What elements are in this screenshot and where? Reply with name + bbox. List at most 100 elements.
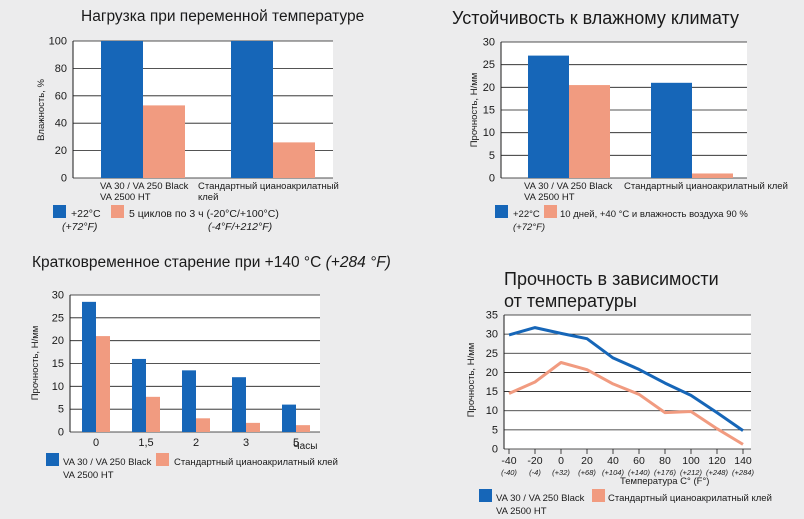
- y-tick-label: 0: [489, 173, 495, 185]
- bar-salmon: [692, 173, 733, 178]
- chart-thermal: Нагрузка при переменной температуре 0 20 4…: [0, 0, 400, 250]
- chart-title: Кратковременное старение при +140 °C (+2…: [32, 254, 391, 272]
- legend-swatch-blue: [53, 205, 66, 218]
- x-tick-label: 80: [659, 455, 671, 467]
- legend-label: 10 дней, +40 °C и влажность воздуха 90 %: [560, 209, 748, 220]
- y-tick-label: 25: [52, 312, 64, 324]
- y-tick-label: 30: [486, 329, 498, 341]
- y-tick-label: 100: [49, 36, 67, 48]
- y-tick-label: 25: [486, 348, 498, 360]
- x-tick-sublabel: (+176): [654, 468, 676, 477]
- x-tick-label: 140: [734, 455, 752, 467]
- y-axis-label: Влажность, %: [36, 79, 47, 141]
- series-line-salmon: [508, 361, 744, 446]
- y-tick-label: 0: [61, 173, 67, 185]
- bar-blue: [282, 404, 296, 432]
- x-tick-label: Стандартный цианоакрилатный: [198, 181, 339, 192]
- x-tick-label: 5: [293, 437, 299, 449]
- y-axis-label: Прочность, Н/мм: [466, 343, 477, 418]
- y-tick-label: 10: [486, 405, 498, 417]
- y-tick-label: 15: [52, 358, 64, 370]
- bar-salmon: [296, 425, 310, 432]
- x-tick-label: -20: [527, 455, 542, 467]
- legend-swatch-salmon: [592, 489, 605, 502]
- bar-blue: [132, 358, 146, 432]
- x-tick-label: 60: [633, 455, 645, 467]
- legend-swatch-blue: [495, 205, 508, 218]
- x-tick-sublabel: (-40): [501, 468, 517, 477]
- y-tick-label: 30: [52, 290, 64, 302]
- x-tick-label: 0: [93, 437, 99, 449]
- x-tick-sublabel: (-4): [529, 468, 541, 477]
- x-tick-label: 40: [607, 455, 619, 467]
- chart-humidity: Устойчивость к влажному климату 0 5 10 15 20…: [402, 0, 804, 250]
- y-tick-label: 15: [486, 386, 498, 398]
- y-tick-label: 20: [55, 145, 67, 157]
- chart-title: Нагрузка при переменной температуре: [81, 8, 365, 25]
- y-tick-label: 25: [483, 59, 495, 71]
- bar-salmon: [146, 396, 160, 432]
- legend-swatch-blue: [46, 453, 59, 466]
- chart-temperature-svg: 05101520253035-40(-40)-20(-4)0(+32)20(+6…: [466, 310, 772, 518]
- y-tick-label: 60: [55, 90, 67, 102]
- x-tick-sublabel: (+212): [680, 468, 702, 477]
- x-tick-label: Стандартный цианоакрилатный клей: [624, 181, 788, 192]
- bar-blue: [231, 41, 273, 178]
- x-tick-label: 3: [243, 437, 249, 449]
- y-tick-label: 5: [489, 150, 495, 162]
- y-tick-label: 35: [486, 310, 498, 322]
- bar-blue: [528, 55, 569, 178]
- bar-blue: [651, 82, 692, 178]
- legend-sublabel: VA 2500 HT: [496, 506, 547, 517]
- chart-temperature: Прочность в зависимости от температуры 0…: [402, 250, 804, 519]
- chart-title-alt: (+284 °F): [325, 254, 391, 271]
- y-tick-label: 40: [55, 118, 67, 130]
- legend-sublabel: (+72°F): [513, 222, 545, 233]
- x-tick-label: VA 30 / VA 250 Black: [524, 181, 613, 192]
- chart-aging-svg: 0 5 10 15 20 25 30 0 1,5 2 3 5 Прочность, Н/мм Часы VA…: [30, 290, 338, 482]
- bar-blue: [101, 41, 143, 178]
- bar-salmon: [143, 105, 185, 178]
- legend-label: Стандартный цианоакрилатный клей: [174, 457, 338, 468]
- y-tick-label: 5: [492, 424, 498, 436]
- legend-swatch-salmon: [111, 205, 124, 218]
- x-tick-sublabel: (+248): [706, 468, 728, 477]
- y-tick-label: 30: [483, 37, 495, 49]
- y-tick-label: 20: [486, 367, 498, 379]
- legend-sublabel: VA 2500 HT: [63, 470, 114, 481]
- x-tick-sublabel: (+284): [732, 468, 754, 477]
- y-tick-label: 5: [58, 404, 64, 416]
- y-tick-label: 0: [58, 427, 64, 439]
- y-tick-label: 0: [492, 444, 498, 456]
- chart-aging: Кратковременное старение при +140 °C (+2…: [0, 250, 402, 519]
- legend-label: VA 30 / VA 250 Black: [63, 457, 152, 468]
- x-tick-label: 20: [581, 455, 593, 467]
- bar-blue: [182, 370, 196, 432]
- y-tick-label: 20: [483, 82, 495, 94]
- x-axis-label: Температура C° (F°): [620, 476, 709, 487]
- chart-title: Прочность в зависимости от температуры: [504, 268, 719, 312]
- y-tick-label: 10: [483, 127, 495, 139]
- legend-label: Стандартный цианоакрилатный клей: [608, 493, 772, 504]
- bar-blue: [232, 377, 246, 432]
- y-axis-label: Прочность, Н/мм: [469, 73, 480, 148]
- chart-title-line-2: от температуры: [504, 291, 637, 311]
- bar-salmon: [196, 418, 210, 432]
- y-tick-label: 15: [483, 105, 495, 117]
- bar-salmon: [246, 422, 260, 432]
- x-tick-label: VA 2500 HT: [524, 192, 575, 203]
- y-axis-label: Прочность, Н/мм: [30, 326, 41, 401]
- bar-salmon: [273, 142, 315, 178]
- bar-salmon: [569, 85, 610, 178]
- chart-title-main: Кратковременное старение при +140 °C: [32, 254, 322, 271]
- x-tick-label: 2: [193, 437, 199, 449]
- legend-sublabel: (-4°F/+212°F): [208, 221, 272, 233]
- x-tick-label: -40: [501, 455, 516, 467]
- legend-label: +22°C: [513, 209, 540, 220]
- y-tick-label: 20: [52, 335, 64, 347]
- legend-sublabel: (+72°F): [62, 221, 97, 233]
- x-tick-label: VA 30 / VA 250 Black: [100, 181, 189, 192]
- y-tick-label: 80: [55, 63, 67, 75]
